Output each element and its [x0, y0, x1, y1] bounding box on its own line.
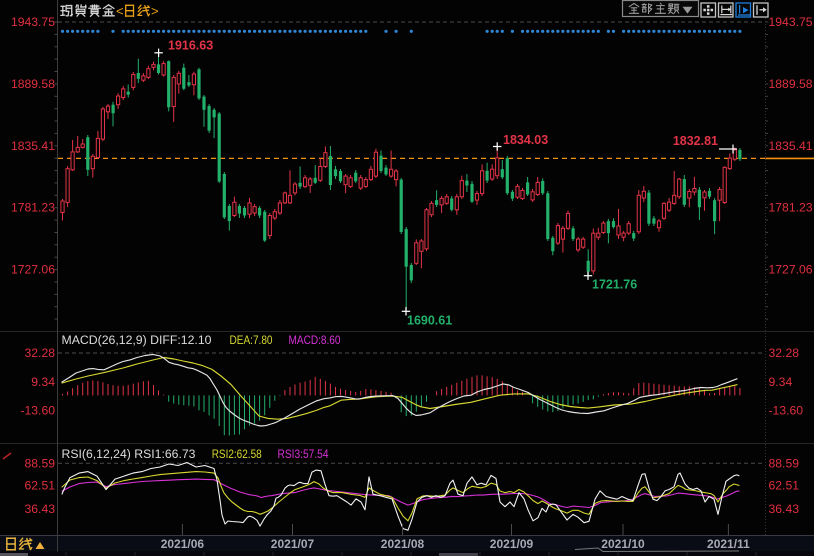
svg-text:2021/07: 2021/07 — [271, 537, 315, 551]
svg-text:1781.23: 1781.23 — [11, 201, 55, 215]
svg-text:1943.75: 1943.75 — [11, 15, 55, 29]
svg-text:2021/06: 2021/06 — [161, 537, 205, 551]
svg-text:88.59: 88.59 — [25, 456, 56, 470]
svg-text:-13.60: -13.60 — [20, 404, 55, 418]
svg-text:2021/09: 2021/09 — [490, 537, 534, 551]
svg-text:32.28: 32.28 — [769, 346, 800, 360]
svg-text:62.51: 62.51 — [769, 479, 800, 493]
svg-text:1727.06: 1727.06 — [769, 263, 813, 277]
svg-text:1835.41: 1835.41 — [11, 139, 55, 153]
svg-text:88.59: 88.59 — [769, 456, 800, 470]
svg-text:1835.41: 1835.41 — [769, 139, 813, 153]
svg-text:2021/08: 2021/08 — [381, 537, 425, 551]
svg-text:2021/10: 2021/10 — [601, 537, 645, 551]
svg-text:9.34: 9.34 — [769, 375, 793, 389]
svg-text:36.43: 36.43 — [25, 502, 56, 516]
svg-text:MACD:8.60: MACD:8.60 — [289, 333, 341, 347]
svg-text:<: < — [116, 4, 124, 19]
svg-text:1690.61: 1690.61 — [407, 313, 452, 327]
svg-text:2021/11: 2021/11 — [707, 537, 750, 551]
svg-text:36.43: 36.43 — [769, 502, 800, 516]
svg-text:9.34: 9.34 — [31, 375, 55, 389]
svg-text:1834.03: 1834.03 — [503, 133, 548, 147]
svg-text:1889.58: 1889.58 — [11, 77, 55, 91]
svg-text:>: > — [151, 4, 159, 19]
svg-text:MACD(26,12,9) DIFF:12.10: MACD(26,12,9) DIFF:12.10 — [62, 333, 212, 347]
svg-text:1727.06: 1727.06 — [11, 263, 55, 277]
svg-text:1889.58: 1889.58 — [769, 77, 813, 91]
svg-text:1721.76: 1721.76 — [592, 278, 637, 292]
svg-text:32.28: 32.28 — [25, 346, 56, 360]
svg-text:1781.23: 1781.23 — [769, 201, 813, 215]
svg-text:DEA:7.80: DEA:7.80 — [230, 333, 273, 347]
svg-text:1832.81: 1832.81 — [673, 134, 718, 148]
svg-text:1916.63: 1916.63 — [168, 39, 213, 53]
svg-text:RSI2:62.58: RSI2:62.58 — [212, 447, 262, 461]
svg-text:RSI(6,12,24) RSI1:66.73: RSI(6,12,24) RSI1:66.73 — [62, 447, 196, 461]
svg-text:1943.75: 1943.75 — [769, 15, 813, 29]
svg-text:-13.60: -13.60 — [769, 404, 804, 418]
svg-text:62.51: 62.51 — [25, 479, 56, 493]
svg-text:RSI3:57.54: RSI3:57.54 — [278, 447, 329, 461]
